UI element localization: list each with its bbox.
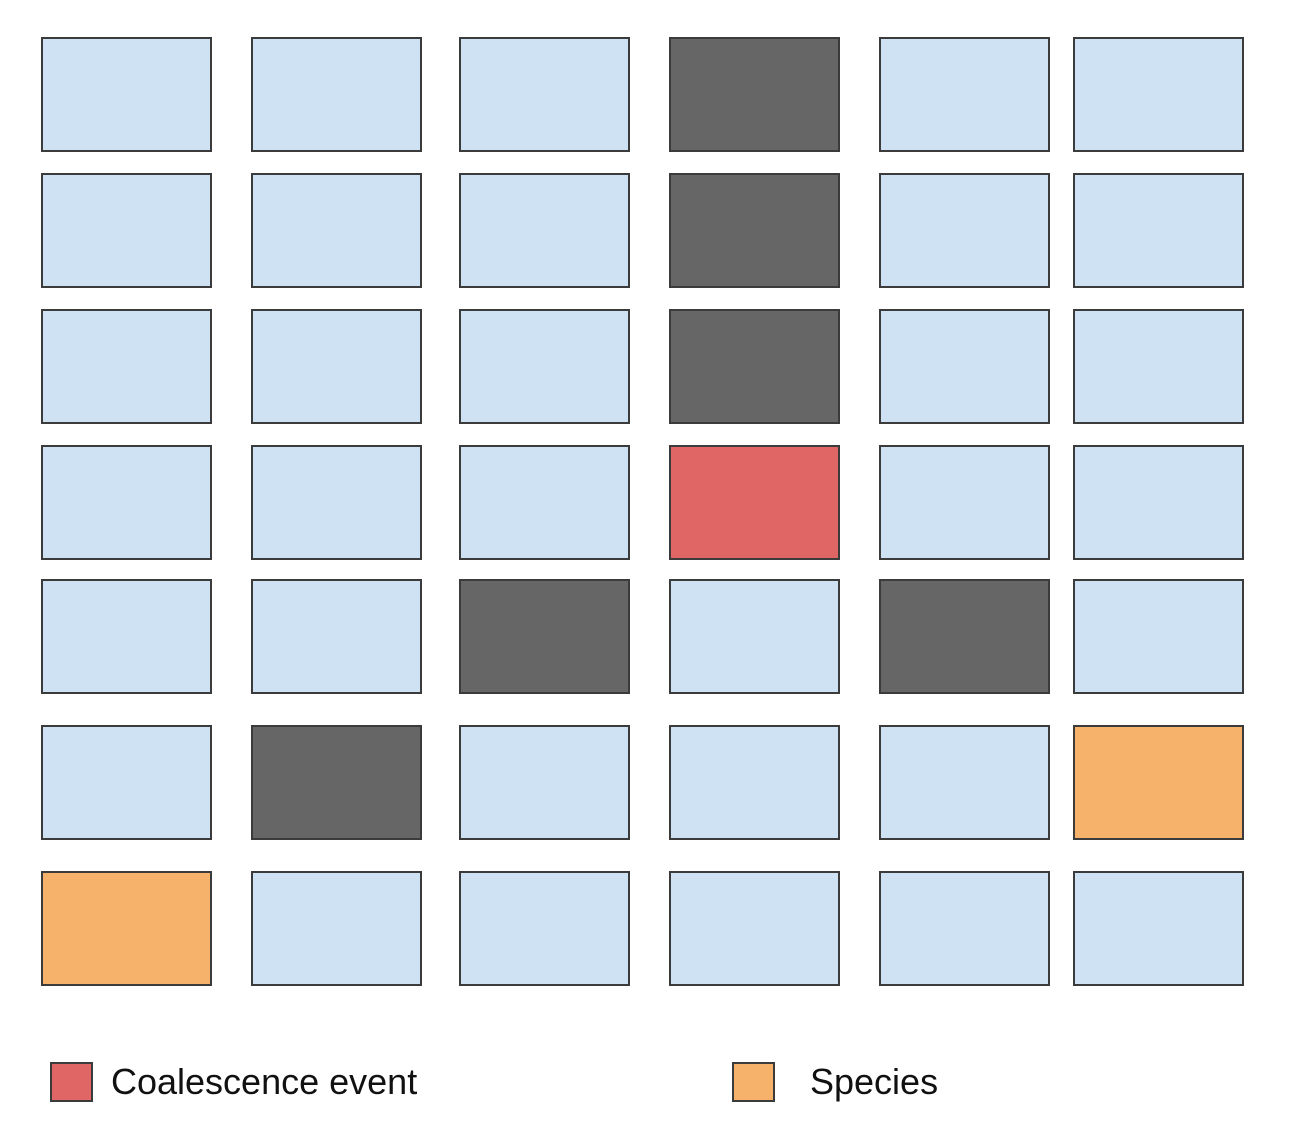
grid-cell-empty [669,579,840,694]
grid-cell-empty [459,871,630,986]
grid-cell-species [41,871,212,986]
grid-cell-empty [41,309,212,424]
grid-cell-empty [669,725,840,840]
grid-cell-empty [251,579,422,694]
grid-cell-empty [879,445,1050,560]
grid-cell-empty [459,173,630,288]
legend-item-coalescence: Coalescence event [50,1062,417,1102]
grid-cell-empty [1073,309,1244,424]
grid-cell-empty [251,309,422,424]
legend-label-coalescence: Coalescence event [111,1061,418,1102]
grid-cell-empty [1073,579,1244,694]
coalescence-swatch [50,1062,93,1102]
grid-cell-empty [879,37,1050,152]
grid-cell-empty [41,37,212,152]
species-swatch [732,1062,775,1102]
grid-cell-empty [41,579,212,694]
grid-cell-empty [879,871,1050,986]
legend-label-species: Species [810,1061,939,1102]
grid-cell-dark [459,579,630,694]
grid-cell-dark [879,579,1050,694]
grid-cell-empty [41,173,212,288]
grid-cell-dark [669,37,840,152]
grid-cell-dark [669,309,840,424]
grid-cell-empty [1073,871,1244,986]
legend-item-species: Species [732,1062,938,1102]
grid-cell-empty [41,725,212,840]
grid-cell-empty [669,871,840,986]
grid-cell-empty [1073,445,1244,560]
grid-cell-empty [251,37,422,152]
grid-cell-empty [41,445,212,560]
grid-cell-dark [251,725,422,840]
grid-cell-empty [251,871,422,986]
grid-cell-empty [251,173,422,288]
grid-cell-coalescence [669,445,840,560]
grid-cell-dark [669,173,840,288]
grid-cell-empty [251,445,422,560]
grid-cell-empty [879,173,1050,288]
grid-cell-empty [1073,173,1244,288]
grid-cell-empty [459,445,630,560]
grid-cell-empty [459,309,630,424]
grid-cell-empty [1073,37,1244,152]
grid-cell-species [1073,725,1244,840]
grid-cell-empty [459,37,630,152]
grid-cell-empty [879,309,1050,424]
grid-cell-empty [879,725,1050,840]
grid-cell-empty [459,725,630,840]
